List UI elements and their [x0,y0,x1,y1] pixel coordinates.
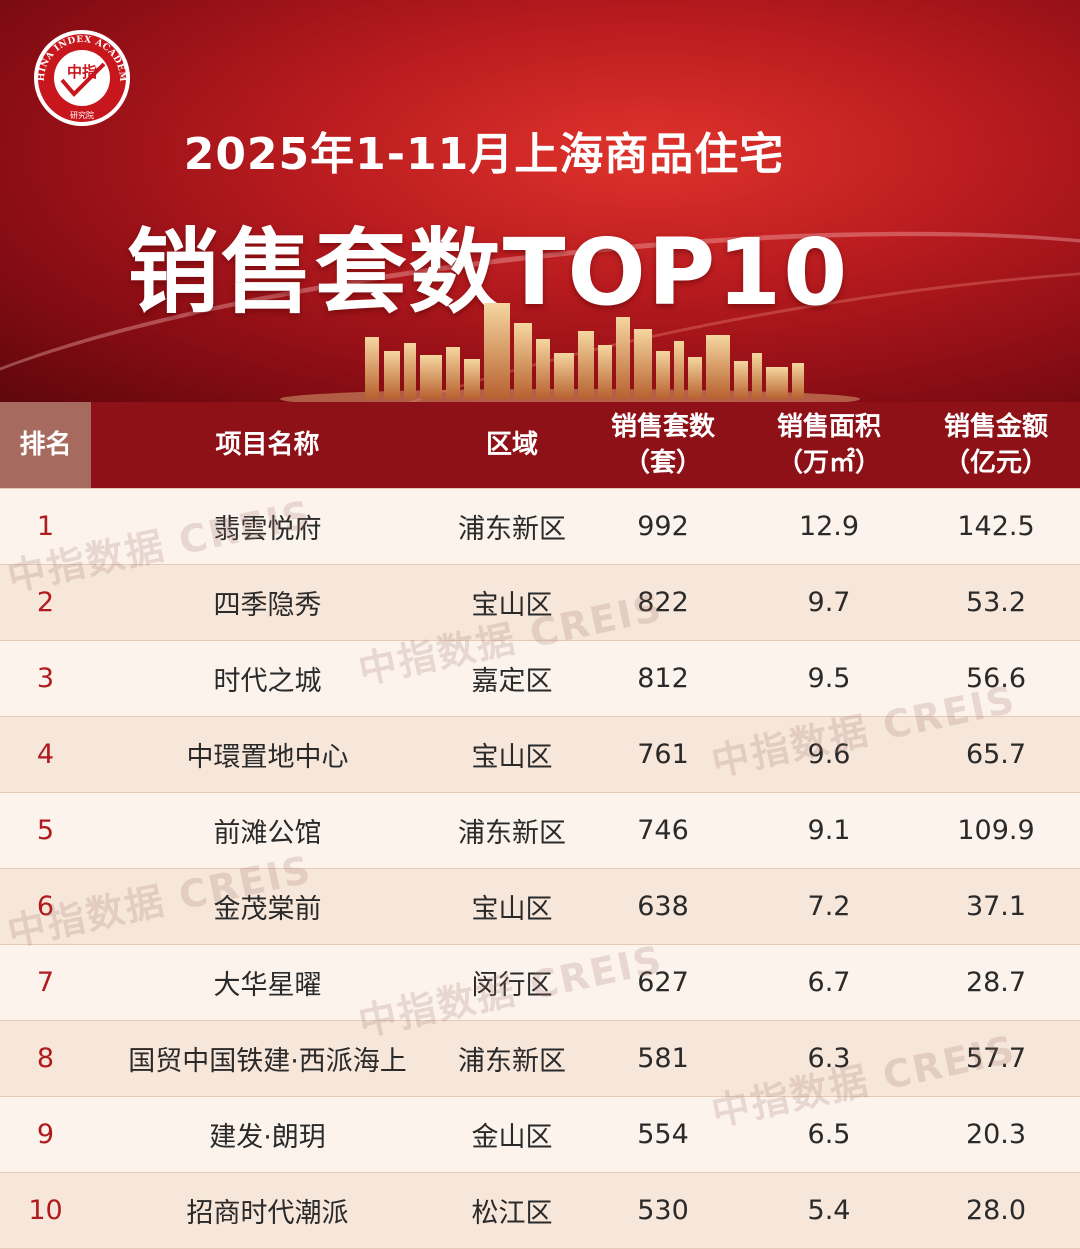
rank-cell: 7 [36,967,55,998]
project-name-cell: 金茂棠前 [213,894,322,925]
sales-area-cell: 6.7 [807,967,851,998]
sales-amount-cell: 57.7 [965,1043,1027,1074]
district-cell: 浦东新区 [458,1046,566,1077]
table-header: 排名 项目名称 区域 销售套数 （套） 销售面积 （万㎡） 销售金额 （亿元） [0,402,1080,488]
header-rank: 排名 [0,402,91,488]
sales-amount-cell: 28.0 [965,1195,1027,1226]
project-name-cell: 前滩公馆 [213,818,322,849]
district-cell: 闵行区 [471,970,553,1001]
project-name-cell: 招商时代潮派 [186,1198,349,1229]
sales-amount-cell: 142.5 [957,511,1035,542]
project-name-cell: 四季隐秀 [213,590,322,621]
table-row: 3 时代之城 嘉定区 812 9.5 56.6 [0,640,1080,716]
table-row: 2 四季隐秀 宝山区 822 9.7 53.2 [0,564,1080,640]
sales-area-cell: 9.7 [807,587,851,618]
project-name-cell: 大华星曜 [213,970,322,1001]
table-row: 8 国贸中国铁建·西派海上 浦东新区 581 6.3 57.7 [0,1020,1080,1096]
district-cell: 松江区 [471,1198,553,1229]
rank-cell: 9 [36,1119,55,1150]
table-row: 6 金茂棠前 宝山区 638 7.2 37.1 [0,868,1080,944]
project-name-cell: 时代之城 [213,666,322,697]
header-sales-area: 销售面积 （万㎡） [776,412,881,478]
rank-cell: 8 [36,1043,55,1074]
district-cell: 浦东新区 [458,818,566,849]
district-cell: 嘉定区 [471,666,553,697]
district-cell: 宝山区 [471,742,553,773]
rank-cell: 5 [36,815,55,846]
table-row: 10 招商时代潮派 松江区 530 5.4 28.0 [0,1172,1080,1248]
sales-units-cell: 822 [637,587,689,618]
rank-cell: 6 [36,891,55,922]
table-row: 1 翡雲悦府 浦东新区 992 12.9 142.5 [0,488,1080,564]
rank-cell: 3 [36,663,55,694]
sales-area-cell: 9.5 [807,663,851,694]
sales-area-cell: 6.3 [807,1043,851,1074]
sales-units-cell: 746 [637,815,689,846]
district-cell: 宝山区 [471,894,553,925]
district-cell: 金山区 [471,1122,553,1153]
sales-area-cell: 9.1 [807,815,851,846]
sales-area-cell: 7.2 [807,891,851,922]
sales-units-cell: 581 [637,1043,689,1074]
top10-table: 排名 项目名称 区域 销售套数 （套） 销售面积 （万㎡） 销售金额 （亿元） 1 翡… [0,402,1080,1249]
sales-amount-cell: 37.1 [965,891,1027,922]
table-row: 5 前滩公馆 浦东新区 746 9.1 109.9 [0,792,1080,868]
rank-cell: 1 [36,511,55,542]
header-project-name: 项目名称 [215,430,320,460]
project-name-cell: 中環置地中心 [186,742,349,773]
sales-units-cell: 627 [637,967,689,998]
sales-area-cell: 6.5 [807,1119,851,1150]
header-sales-amount: 销售金额 （亿元） [943,412,1048,478]
sales-units-cell: 761 [637,739,689,770]
project-name-cell: 建发·朗玥 [209,1122,326,1153]
table-row: 7 大华星曜 闵行区 627 6.7 28.7 [0,944,1080,1020]
table-body: 1 翡雲悦府 浦东新区 992 12.9 142.5 2 四季隐秀 宝山区 82… [0,488,1080,1249]
sales-units-cell: 530 [637,1195,689,1226]
project-name-cell: 国贸中国铁建·西派海上 [128,1046,407,1077]
rank-cell: 4 [36,739,55,770]
header-district: 区域 [485,430,538,460]
sales-area-cell: 9.6 [807,739,851,770]
svg-text:研究院: 研究院 [70,110,94,120]
sales-units-cell: 554 [637,1119,689,1150]
table-row: 4 中環置地中心 宝山区 761 9.6 65.7 [0,716,1080,792]
sales-area-cell: 12.9 [798,511,860,542]
sales-units-cell: 992 [637,511,689,542]
district-cell: 宝山区 [471,590,553,621]
sales-amount-cell: 65.7 [965,739,1027,770]
district-cell: 浦东新区 [458,514,566,545]
sales-amount-cell: 56.6 [965,663,1027,694]
header-banner: CHINA INDEX ACADEMY 中指 研究院 2025年1-11月上海商… [0,0,1080,402]
rank-cell: 10 [28,1195,63,1226]
header-sales-units: 销售套数 （套） [610,412,715,478]
title-line-1: 2025年1-11月上海商品住宅 [183,129,785,180]
sales-units-cell: 812 [637,663,689,694]
sales-amount-cell: 109.9 [957,815,1035,846]
sales-units-cell: 638 [637,891,689,922]
table-row: 9 建发·朗玥 金山区 554 6.5 20.3 [0,1096,1080,1172]
sales-amount-cell: 20.3 [965,1119,1027,1150]
project-name-cell: 翡雲悦府 [213,514,322,545]
sales-amount-cell: 53.2 [965,587,1027,618]
sales-amount-cell: 28.7 [965,967,1027,998]
sales-area-cell: 5.4 [807,1195,851,1226]
china-index-academy-logo: CHINA INDEX ACADEMY 中指 研究院 [28,28,130,126]
city-skyline-illustration [280,303,860,402]
rank-cell: 2 [36,587,55,618]
